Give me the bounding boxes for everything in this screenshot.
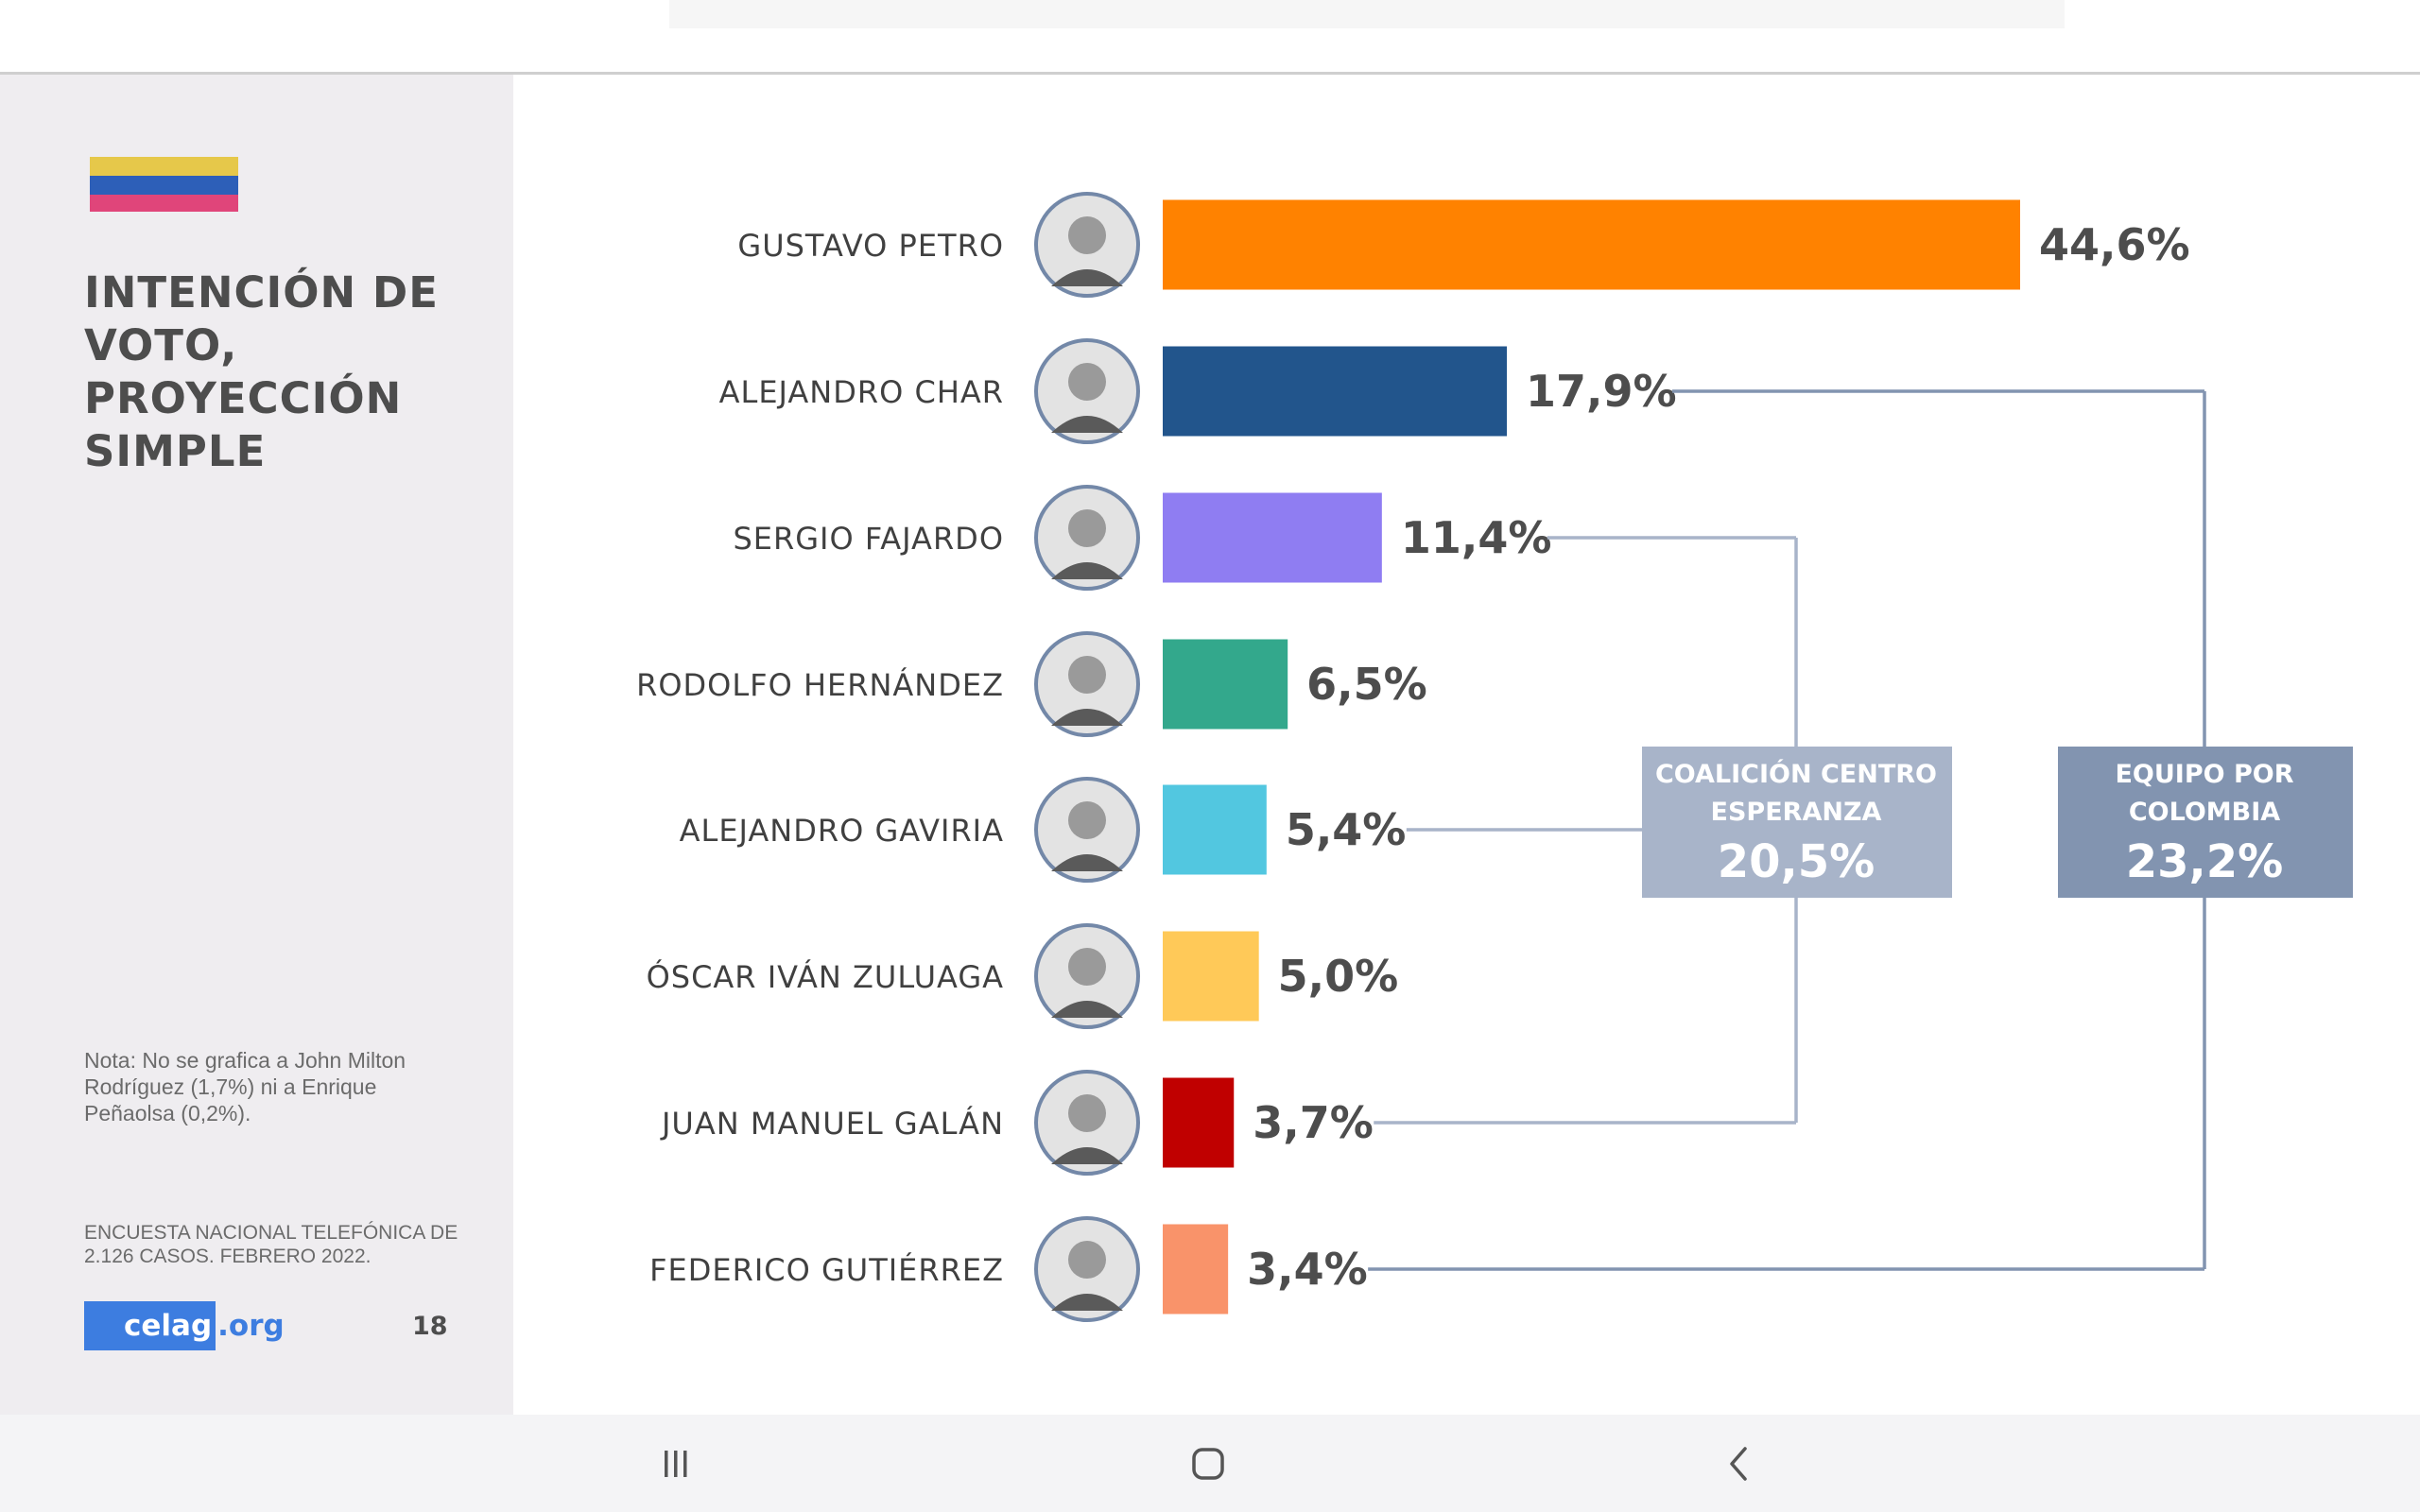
photo-head	[1068, 656, 1106, 694]
celag-logo: celag .org	[84, 1301, 285, 1350]
photo-head	[1068, 216, 1106, 254]
home-button[interactable]	[1151, 1415, 1265, 1512]
title-line: INTENCIÓN DE	[84, 267, 439, 318]
source-line: ENCUESTA NACIONAL TELEFÓNICA DE	[84, 1222, 458, 1244]
note-line: Rodríguez (1,7%) ni a Enrique	[84, 1074, 377, 1099]
recent-apps-icon	[665, 1450, 687, 1477]
photo-shoulders	[1051, 416, 1123, 433]
android-nav-bar	[0, 1415, 2420, 1512]
flag-stripe-red	[90, 195, 238, 212]
photo-head	[1068, 948, 1106, 986]
photo-head	[1068, 801, 1106, 839]
source-line: 2.126 CASOS. FEBRERO 2022.	[84, 1246, 372, 1267]
photo-shoulders	[1051, 709, 1123, 726]
photo-head	[1068, 1094, 1106, 1132]
candidate-label: ALEJANDRO GAVIRIA	[680, 813, 1004, 849]
group-name: ESPERANZA	[1711, 798, 1882, 827]
note-line: Nota: No se grafica a John Milton	[84, 1048, 406, 1073]
photo-shoulders	[1051, 1294, 1123, 1311]
photo-shoulders	[1051, 562, 1123, 579]
bar	[1163, 346, 1508, 437]
photo-head	[1068, 509, 1106, 547]
photo-shoulders	[1051, 269, 1123, 286]
survey-source: ENCUESTA NACIONAL TELEFÓNICA DE 2.126 CA…	[84, 1221, 481, 1268]
slide-sidebar	[0, 75, 513, 1415]
photo-head	[1068, 363, 1106, 401]
note-line: Peñaolsa (0,2%).	[84, 1101, 251, 1125]
photo-head	[1068, 1241, 1106, 1279]
back-icon	[1730, 1446, 1747, 1481]
candidate-label: GUSTAVO PETRO	[737, 228, 1004, 264]
candidate-label: ALEJANDRO CHAR	[719, 374, 1004, 410]
group-box	[2058, 747, 2353, 898]
logo-suffix-text: .org	[217, 1309, 285, 1343]
bar	[1163, 931, 1259, 1022]
bar	[1163, 784, 1267, 875]
candidate-label: RODOLFO HERNÁNDEZ	[636, 667, 1004, 703]
recent-apps-button[interactable]	[619, 1415, 733, 1512]
colombia-flag-icon	[90, 157, 238, 212]
photo-shoulders	[1051, 854, 1123, 871]
bar	[1163, 1224, 1229, 1314]
value-label: 5,4%	[1286, 804, 1407, 855]
home-icon	[1192, 1447, 1224, 1480]
value-label: 17,9%	[1526, 366, 1677, 417]
bar	[1163, 492, 1382, 583]
candidate-label: ÓSCAR IVÁN ZULUAGA	[647, 958, 1004, 995]
page-number: 18	[412, 1312, 448, 1341]
top-strip	[669, 0, 2065, 28]
value-label: 3,4%	[1247, 1244, 1368, 1295]
value-label: 6,5%	[1306, 659, 1427, 710]
group-name: COLOMBIA	[2129, 798, 2280, 827]
candidate-label: FEDERICO GUTIÉRREZ	[649, 1252, 1004, 1288]
candidate-label: SERGIO FAJARDO	[733, 521, 1004, 557]
value-label: 5,0%	[1278, 951, 1399, 1002]
photo-shoulders	[1051, 1147, 1123, 1164]
vote-intention-chart: GUSTAVO PETRO 44,6% ALEJANDRO CHAR 17,9% SER…	[636, 192, 2353, 1322]
candidate-label: JUAN MANUEL GALÁN	[660, 1106, 1004, 1142]
group-name: EQUIPO POR	[2115, 760, 2293, 789]
flag-stripe-yellow	[90, 157, 238, 176]
value-label: 44,6%	[2039, 219, 2190, 270]
group-name: COALICIÓN CENTRO	[1655, 759, 1937, 789]
logo-main-text: celag	[84, 1301, 216, 1350]
flag-stripe-blue	[90, 176, 238, 195]
title-line: PROYECCIÓN	[84, 373, 403, 423]
bar	[1163, 199, 2020, 290]
slide-title: INTENCIÓN DE VOTO, PROYECCIÓN SIMPLE	[84, 266, 481, 478]
bar	[1163, 1077, 1235, 1168]
title-line: SIMPLE	[84, 426, 267, 476]
group-box	[1642, 747, 1952, 898]
photo-shoulders	[1051, 1001, 1123, 1018]
value-label: 3,7%	[1253, 1097, 1374, 1148]
back-button[interactable]	[1683, 1415, 1796, 1512]
chart-note: Nota: No se grafica a John Milton Rodríg…	[84, 1047, 443, 1126]
bar	[1163, 639, 1288, 730]
group-value: 20,5%	[1718, 835, 1876, 888]
group-value: 23,2%	[2126, 835, 2284, 888]
value-label: 11,4%	[1401, 512, 1552, 563]
top-divider	[0, 72, 2420, 75]
title-line: VOTO,	[84, 320, 238, 370]
